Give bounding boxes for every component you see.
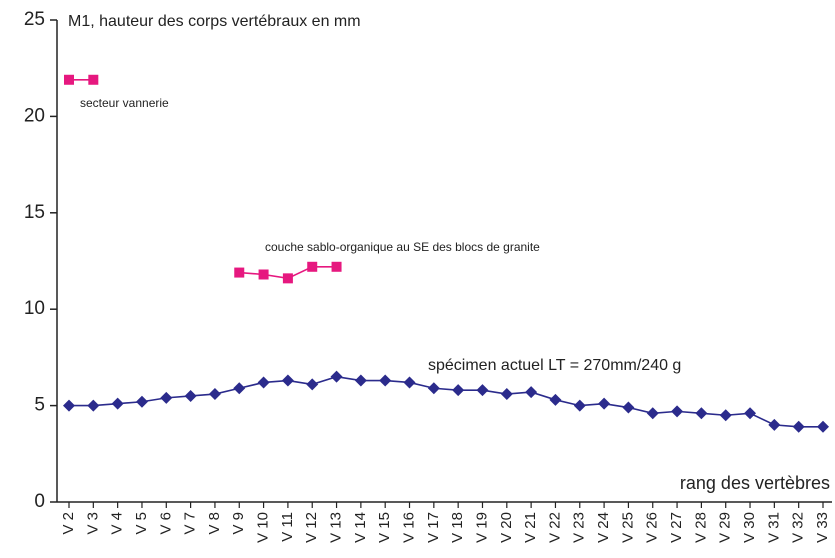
marker xyxy=(354,374,367,387)
marker xyxy=(719,409,732,422)
marker xyxy=(549,393,562,406)
x-tick-label: V 31 xyxy=(765,512,782,543)
x-tick-label: V 18 xyxy=(449,512,466,543)
marker xyxy=(281,374,294,387)
marker xyxy=(282,273,293,284)
y-tick-label: 15 xyxy=(24,202,45,223)
x-tick-label: V 17 xyxy=(425,512,442,543)
marker xyxy=(307,261,318,272)
x-tick-label: V 4 xyxy=(109,512,126,535)
x-tick-label: V 26 xyxy=(644,512,661,543)
x-axis-label: rang des vertèbres xyxy=(680,473,830,493)
x-tick-label: V 20 xyxy=(498,512,515,543)
marker xyxy=(622,401,635,414)
marker xyxy=(208,388,221,401)
x-tick-label: V 13 xyxy=(328,512,345,543)
x-tick-label: V 12 xyxy=(303,512,320,543)
x-tick-label: V 7 xyxy=(182,512,199,535)
marker xyxy=(331,261,342,272)
marker xyxy=(598,397,611,410)
x-tick-label: V 28 xyxy=(692,512,709,543)
x-tick-label: V 22 xyxy=(546,512,563,543)
x-tick-label: V 16 xyxy=(400,512,417,543)
marker xyxy=(768,418,781,431)
x-tick-label: V 24 xyxy=(595,512,612,543)
series-label: secteur vannerie xyxy=(80,96,169,110)
y-tick-label: 25 xyxy=(24,9,45,30)
y-tick-label: 5 xyxy=(34,395,45,416)
x-tick-label: V 2 xyxy=(60,512,77,535)
x-tick-label: V 27 xyxy=(668,512,685,543)
y-tick-label: 20 xyxy=(24,105,45,126)
x-tick-label: V 5 xyxy=(133,512,150,535)
x-tick-label: V 8 xyxy=(206,512,223,535)
x-tick-label: V 11 xyxy=(279,512,296,542)
x-tick-label: V 29 xyxy=(717,512,734,543)
series-line xyxy=(69,375,823,428)
x-tick-label: V 33 xyxy=(814,512,831,543)
x-tick-label: V 21 xyxy=(522,512,539,543)
marker xyxy=(111,397,124,410)
x-tick-label: V 30 xyxy=(741,512,758,543)
marker xyxy=(184,389,197,402)
x-tick-label: V 6 xyxy=(157,512,174,535)
marker xyxy=(403,376,416,389)
x-tick-label: V 14 xyxy=(352,512,369,543)
x-tick-label: V 23 xyxy=(571,512,588,543)
marker xyxy=(257,376,270,389)
marker xyxy=(817,420,829,433)
marker xyxy=(671,405,684,418)
x-tick-label: V 10 xyxy=(255,512,272,543)
marker xyxy=(695,407,708,420)
chart-title: M1, hauteur des corps vertébraux en mm xyxy=(68,13,361,30)
marker xyxy=(233,382,246,395)
x-tick-label: V 9 xyxy=(230,512,247,535)
marker xyxy=(258,269,269,280)
marker xyxy=(427,382,440,395)
marker xyxy=(330,370,343,383)
series-label: spécimen actuel LT = 270mm/240 g xyxy=(428,357,681,374)
x-tick-label: V 15 xyxy=(376,512,393,543)
marker xyxy=(234,267,245,278)
y-tick-label: 0 xyxy=(34,491,45,512)
marker xyxy=(64,74,74,85)
x-tick-label: V 32 xyxy=(790,512,807,543)
marker xyxy=(63,399,75,412)
marker xyxy=(744,407,757,420)
marker xyxy=(306,378,319,391)
marker xyxy=(160,391,173,404)
marker xyxy=(452,384,465,397)
x-tick-label: V 19 xyxy=(473,512,490,543)
marker xyxy=(135,395,148,408)
x-tick-label: V 25 xyxy=(619,512,636,543)
marker xyxy=(379,374,392,387)
x-tick-label: V 3 xyxy=(84,512,101,535)
y-tick-label: 10 xyxy=(24,298,45,319)
marker xyxy=(88,74,99,85)
marker xyxy=(646,407,659,420)
series-label: couche sablo-organique au SE des blocs d… xyxy=(265,240,540,254)
marker xyxy=(573,399,586,412)
marker xyxy=(476,384,489,397)
marker xyxy=(500,388,513,401)
marker xyxy=(525,386,538,399)
marker xyxy=(792,420,805,433)
marker xyxy=(87,399,100,412)
